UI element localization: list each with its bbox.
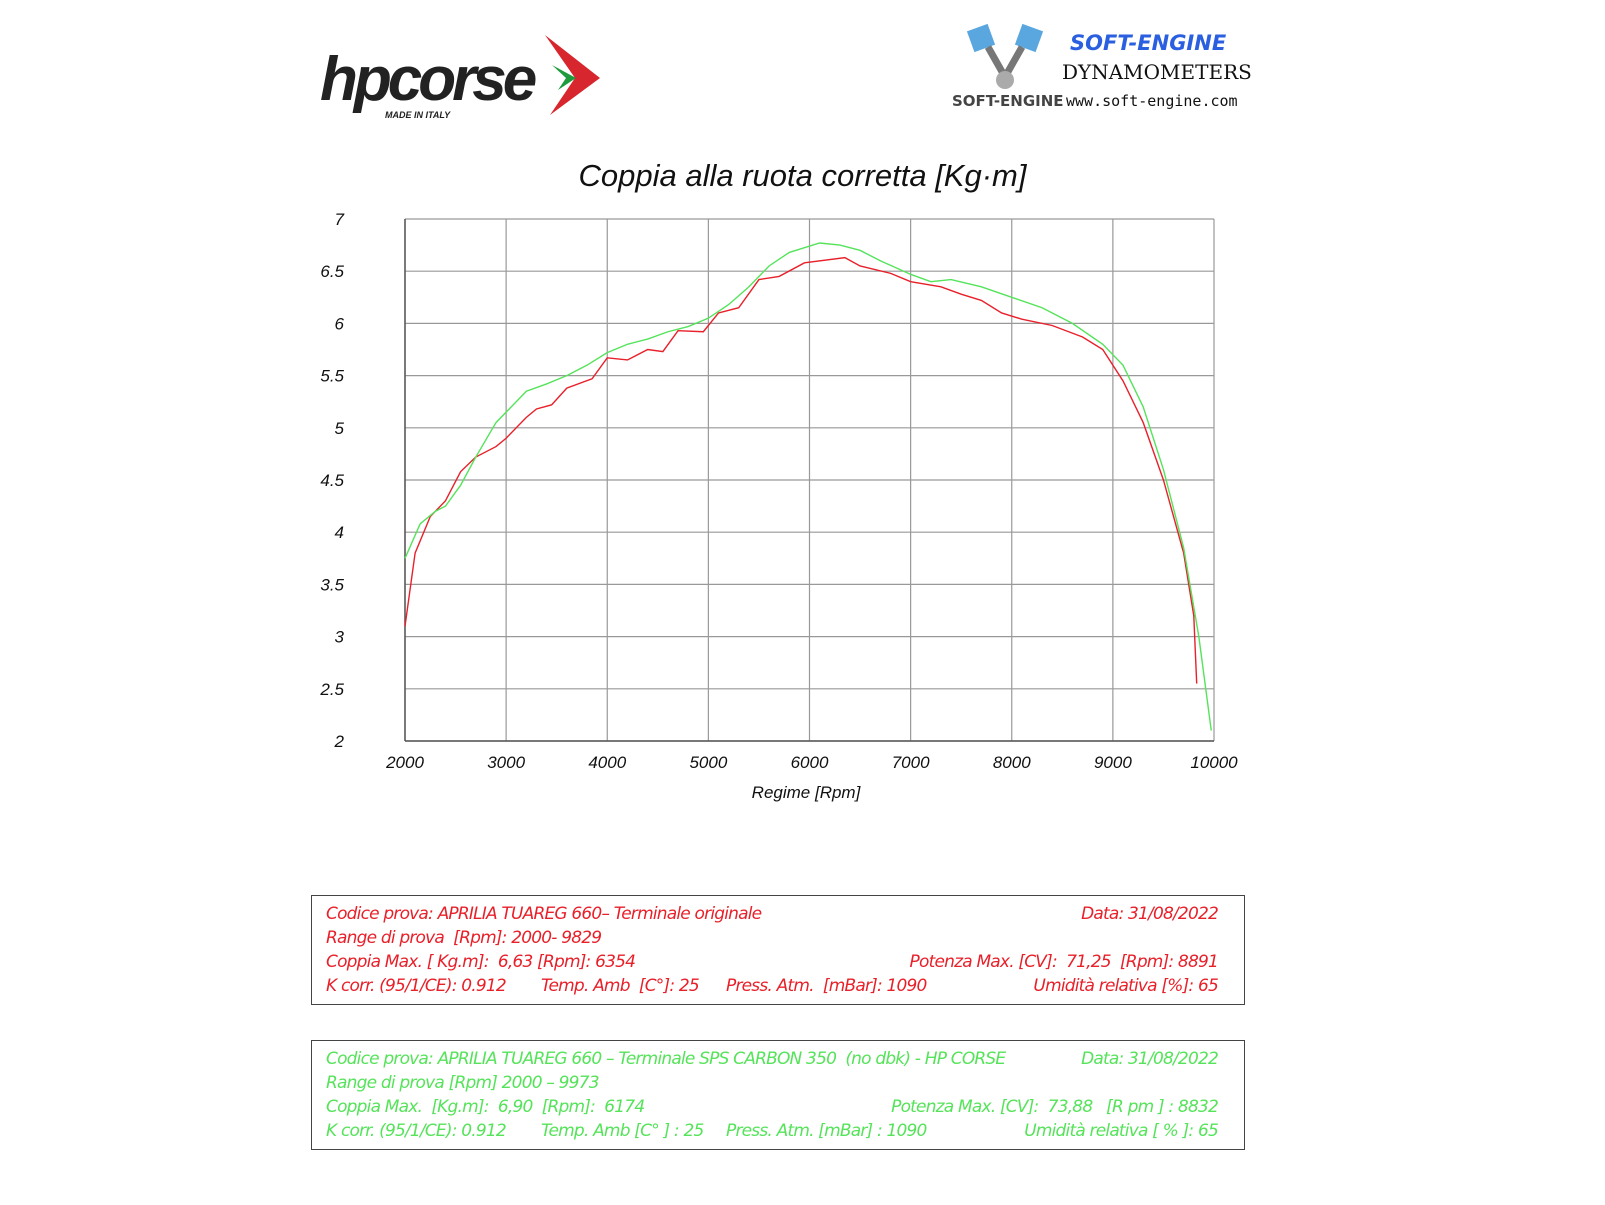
y-tick-label: 5 — [335, 419, 345, 438]
info-row: Codice prova: APRILIA TUAREG 660 – Termi… — [326, 1049, 1219, 1073]
y-tick-label: 4.5 — [320, 471, 344, 490]
info-field: Temp. Amb [C° ] : 25 — [541, 1121, 704, 1141]
info-row: Codice prova: APRILIA TUAREG 660– Termin… — [326, 904, 1219, 928]
hpcorse-logo: hpcorse MADE IN ITALY — [320, 35, 600, 120]
y-tick-label: 2.5 — [319, 680, 344, 699]
info-field: Press. Atm. [mBar]: 1090 — [726, 976, 927, 996]
info-row: K corr. (95/1/CE): 0.912 Temp. Amb [C°]: … — [326, 976, 1219, 1000]
x-tick-label: 5000 — [689, 753, 727, 772]
info-field: Potenza Max. [CV]: 71,25 [Rpm]: 8891 — [909, 952, 1219, 972]
svg-text:www.soft-engine.com: www.soft-engine.com — [1066, 92, 1238, 110]
series-line-0 — [404, 256, 1198, 684]
svg-text:MADE IN ITALY: MADE IN ITALY — [385, 110, 451, 120]
info-field: Umidità relativa [%]: 65 — [1033, 976, 1218, 996]
info-field: Press. Atm. [mBar] : 1090 — [726, 1121, 927, 1141]
info-row: Range di prova [Rpm] 2000 – 9973 — [326, 1073, 1218, 1097]
y-tick-label: 6 — [335, 314, 345, 333]
y-tick-label: 7 — [335, 210, 345, 229]
info-row: Coppia Max. [ Kg.m]: 6,63 [Rpm]: 6354 Pot… — [326, 952, 1219, 976]
svg-text:SOFT-ENGINE: SOFT-ENGINE — [1070, 31, 1227, 55]
info-row: Coppia Max. [Kg.m]: 6,90 [Rpm]: 6174 Pote… — [326, 1097, 1219, 1121]
info-row: K corr. (95/1/CE): 0.912 Temp. Amb [C° ] … — [326, 1121, 1219, 1145]
info-field: Coppia Max. [ Kg.m]: 6,63 [Rpm]: 6354 — [326, 952, 636, 972]
svg-text:hpcorse: hpcorse — [320, 45, 536, 114]
x-tick-label: 7000 — [892, 753, 930, 772]
info-field: Codice prova: APRILIA TUAREG 660 – Termi… — [326, 1049, 1006, 1069]
tick-labels: 2000 3000 4000 5000 6000 7000 8000 9000 10000 2 2.… — [319, 210, 1238, 772]
info-field: K corr. (95/1/CE): 0.912 — [326, 1121, 507, 1141]
y-tick-label: 4 — [335, 523, 344, 542]
torque-chart: 2000 3000 4000 5000 6000 7000 8000 9000 10000 2 2.… — [319, 210, 1238, 802]
y-tick-label: 6.5 — [320, 262, 344, 281]
info-field: Codice prova: APRILIA TUAREG 660– Termin… — [326, 904, 762, 924]
info-field: Range di prova [Rpm] 2000 – 9973 — [326, 1073, 600, 1093]
info-field: Coppia Max. [Kg.m]: 6,90 [Rpm]: 6174 — [326, 1097, 645, 1117]
test-info-box-original: Codice prova: APRILIA TUAREG 660– Termin… — [311, 895, 1245, 1005]
svg-text:DYNAMOMETERS: DYNAMOMETERS — [1062, 60, 1252, 84]
soft-engine-logo: SOFT-ENGINE DYNAMOMETERS www.soft-engine… — [952, 23, 1252, 110]
info-field: Potenza Max. [CV]: 73,88 [R pm ] : 8832 — [891, 1097, 1219, 1117]
x-tick-label: 8000 — [993, 753, 1031, 772]
info-row: Range di prova [Rpm]: 2000- 9829 — [326, 928, 1218, 952]
x-tick-label: 2000 — [385, 753, 424, 772]
info-field: Range di prova [Rpm]: 2000- 9829 — [326, 928, 602, 948]
x-axis-label: Regime [Rpm] — [752, 783, 862, 802]
y-tick-label: 3.5 — [320, 575, 344, 594]
svg-text:SOFT-ENGINE: SOFT-ENGINE — [952, 92, 1064, 110]
series-lines — [404, 242, 1212, 731]
y-tick-label: 5.5 — [320, 367, 344, 386]
info-field: Data: 31/08/2022 — [1081, 1049, 1219, 1069]
chart-title: Coppia alla ruota corretta [Kg·m] — [578, 158, 1027, 193]
info-field: Temp. Amb [C°]: 25 — [541, 976, 700, 996]
x-tick-label: 6000 — [791, 753, 829, 772]
x-tick-label: 10000 — [1190, 753, 1238, 772]
y-tick-label: 2 — [334, 732, 345, 751]
grid — [404, 218, 1215, 742]
info-field: Data: 31/08/2022 — [1081, 904, 1219, 924]
x-tick-label: 9000 — [1094, 753, 1132, 772]
info-field: K corr. (95/1/CE): 0.912 — [326, 976, 507, 996]
test-info-box-hp-corse: Codice prova: APRILIA TUAREG 660 – Termi… — [311, 1040, 1245, 1150]
info-field: Umidità relativa [ % ]: 65 — [1024, 1121, 1219, 1141]
y-tick-label: 3 — [335, 628, 345, 647]
series-line-1 — [404, 242, 1212, 731]
x-tick-label: 3000 — [487, 753, 525, 772]
x-tick-label: 4000 — [588, 753, 626, 772]
